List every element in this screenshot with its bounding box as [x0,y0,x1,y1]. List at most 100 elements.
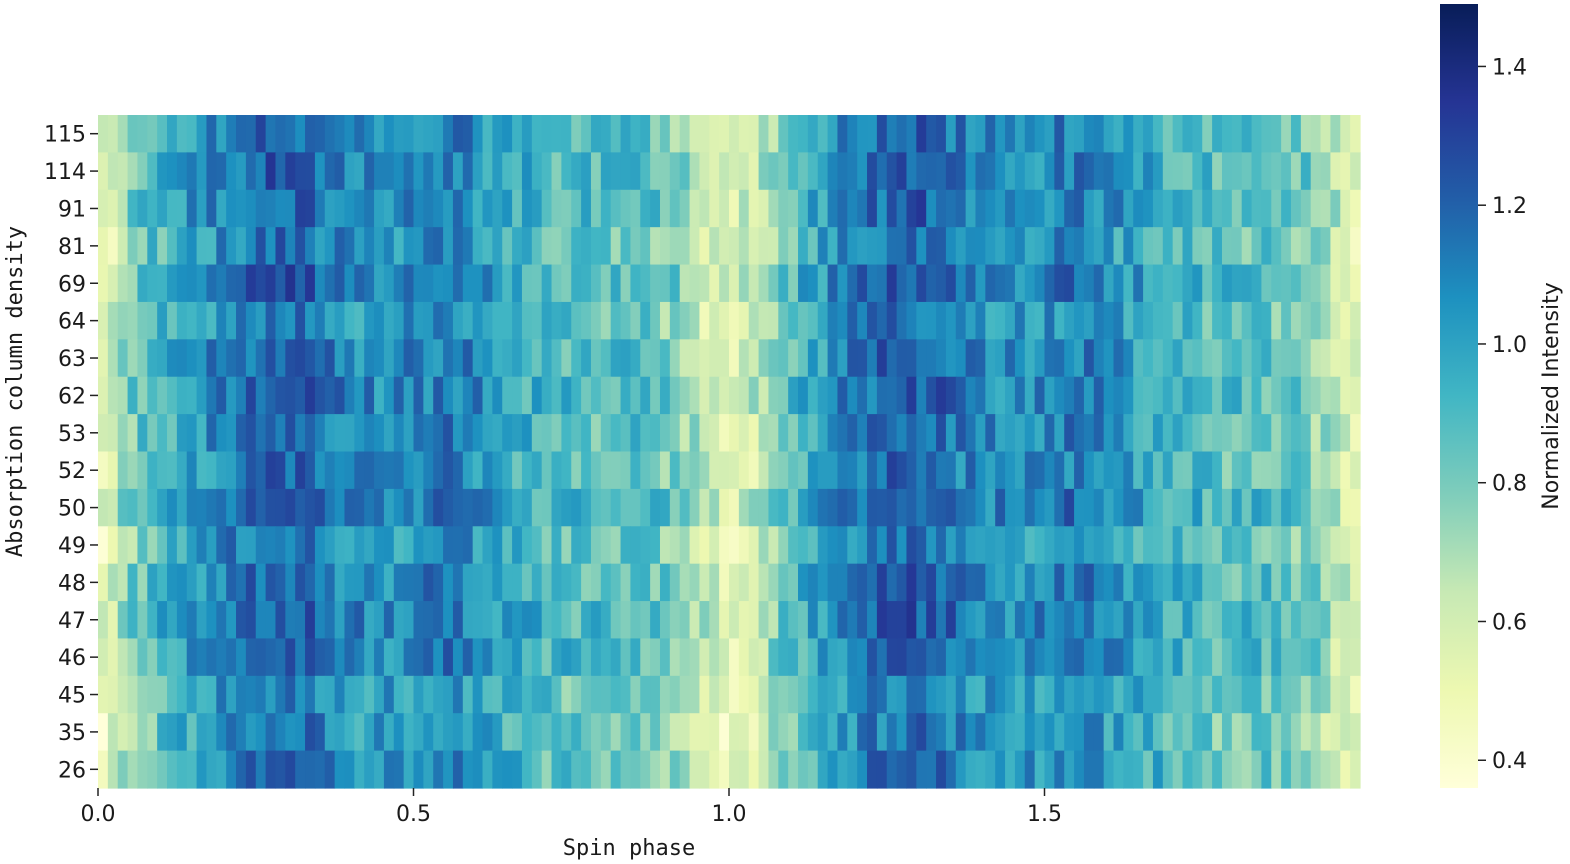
heatmap-cell [837,563,848,602]
heatmap-cell [413,227,424,266]
heatmap-cell [1024,264,1036,303]
heatmap-cell [620,227,632,266]
heatmap-cell [1350,526,1361,565]
heatmap-cell [1330,339,1341,378]
heatmap-cell [492,115,503,153]
heatmap-cell [275,451,286,490]
heatmap-cell [117,526,129,565]
heatmap-cell [955,115,967,153]
heatmap-cell [738,115,750,153]
heatmap-cell [857,451,868,490]
heatmap-cell [1192,638,1203,677]
heatmap-cell [650,563,661,602]
heatmap-cell [876,675,888,714]
heatmap-cell [778,601,789,640]
heatmap-cell [117,227,129,266]
heatmap-cell [1281,563,1292,602]
heatmap-cell [610,115,622,153]
heatmap-cell [137,713,148,752]
heatmap-cell [650,488,661,527]
heatmap-cell [1320,713,1332,752]
heatmap-cell [1281,264,1292,303]
heatmap-cell [1064,451,1075,490]
heatmap-cell [719,488,730,527]
heatmap-cell [196,339,208,378]
heatmap-cell [748,227,760,266]
heatmap-cell [906,152,917,191]
heatmap-cell [985,376,996,415]
heatmap-cell [443,414,454,453]
heatmap-cell [413,675,424,714]
heatmap-cell [344,376,355,415]
heatmap-cell [1172,563,1184,602]
heatmap-cell [383,750,395,789]
heatmap-cell [482,264,493,303]
heatmap-cell [137,526,148,565]
heatmap-cell [689,750,701,789]
heatmap-cell [1044,115,1055,153]
heatmap-cell [719,189,730,228]
heatmap-cell [1162,675,1174,714]
heatmap-cell [186,152,198,191]
heatmap-cell [1300,115,1312,153]
heatmap-cell [886,115,898,153]
heatmap-cell [512,264,523,303]
heatmap-cell [492,376,503,415]
heatmap-cell [433,152,444,191]
heatmap-cell [778,115,789,153]
heatmap-cell [965,563,977,602]
heatmap-cell [1044,638,1055,677]
heatmap-cell [1162,227,1174,266]
heatmap-cell [1231,601,1243,640]
heatmap-cell [807,414,819,453]
heatmap-cell [452,451,464,490]
heatmap-cell [945,451,957,490]
colorbar-tick-label: 0.4 [1492,749,1527,774]
heatmap-cell [1014,376,1026,415]
heatmap-cell [699,339,710,378]
heatmap-cell [1172,115,1184,153]
heatmap-cell [433,750,444,789]
heatmap-cell [206,526,217,565]
heatmap-cell [679,227,691,266]
heatmap-cell [916,675,927,714]
heatmap-cell [1320,227,1332,266]
heatmap-cell [492,189,503,228]
heatmap-cell [1192,675,1203,714]
heatmap-cell [1014,601,1026,640]
heatmap-cell [216,563,227,602]
heatmap-cell [1152,713,1164,752]
heatmap-cell [817,339,829,378]
heatmap-cell [975,264,986,303]
heatmap-cell [374,675,385,714]
heatmap-cell [364,189,375,228]
heatmap-cell [502,376,513,415]
heatmap-cell [1192,488,1203,527]
heatmap-cell [196,301,208,340]
heatmap-cell [1054,526,1065,565]
heatmap-cell [1103,675,1115,714]
heatmap-cell [541,675,553,714]
heatmap-cell [867,451,878,490]
heatmap-cell [1074,526,1085,565]
heatmap-cell [255,152,267,191]
heatmap-cell [1005,152,1016,191]
heatmap-cell [985,526,996,565]
heatmap-cell [738,414,750,453]
heatmap-cell [1054,488,1065,527]
heatmap-cell [936,488,947,527]
heatmap-cell [857,526,868,565]
heatmap-cell [1290,675,1302,714]
heatmap-cell [551,451,562,490]
heatmap-cell [216,301,227,340]
heatmap-cell [867,264,878,303]
heatmap-cell [1113,675,1124,714]
heatmap-cell [896,115,908,153]
heatmap-cell [1271,264,1282,303]
heatmap-cell [285,601,296,640]
heatmap-cell [1133,563,1144,602]
heatmap-cell [995,264,1006,303]
heatmap-cell [383,152,395,191]
heatmap-cell [738,601,750,640]
heatmap-cell [650,227,661,266]
